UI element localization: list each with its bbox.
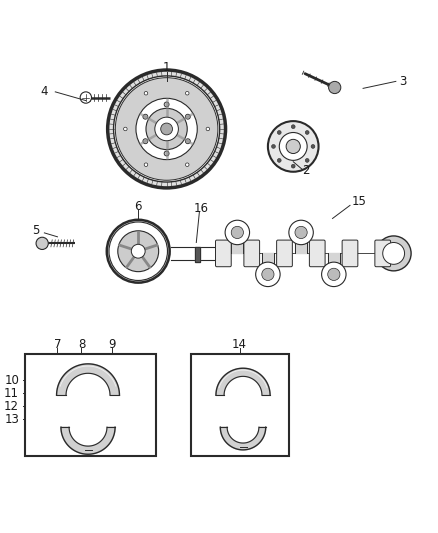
Circle shape: [277, 131, 281, 134]
Circle shape: [144, 163, 148, 166]
Circle shape: [80, 92, 92, 103]
Circle shape: [155, 117, 178, 141]
Text: 7: 7: [54, 338, 61, 351]
Circle shape: [289, 220, 313, 245]
Circle shape: [321, 262, 346, 287]
Circle shape: [107, 220, 170, 282]
Circle shape: [115, 78, 218, 180]
Circle shape: [144, 92, 148, 95]
Circle shape: [143, 139, 148, 144]
Text: 3: 3: [399, 75, 406, 88]
Circle shape: [305, 158, 309, 162]
Text: 11: 11: [4, 386, 19, 400]
FancyBboxPatch shape: [244, 240, 260, 266]
Circle shape: [286, 139, 300, 154]
Polygon shape: [57, 364, 120, 395]
Circle shape: [383, 243, 405, 264]
Circle shape: [225, 220, 250, 245]
Circle shape: [146, 108, 187, 150]
Circle shape: [291, 125, 295, 128]
Polygon shape: [61, 427, 115, 454]
Circle shape: [328, 82, 341, 94]
FancyBboxPatch shape: [277, 240, 292, 266]
Circle shape: [131, 244, 145, 258]
Circle shape: [185, 139, 191, 144]
Text: 5: 5: [32, 224, 39, 237]
Circle shape: [185, 92, 189, 95]
Text: 10: 10: [4, 374, 19, 386]
Polygon shape: [328, 253, 340, 274]
Polygon shape: [220, 427, 266, 450]
Circle shape: [164, 151, 169, 156]
Text: 12: 12: [4, 400, 19, 413]
Circle shape: [291, 164, 295, 168]
Circle shape: [185, 114, 191, 119]
Text: 9: 9: [108, 338, 116, 351]
FancyBboxPatch shape: [309, 240, 325, 266]
Text: 1: 1: [163, 61, 170, 74]
Polygon shape: [170, 247, 219, 260]
Circle shape: [36, 237, 48, 249]
Polygon shape: [216, 368, 270, 395]
Circle shape: [124, 127, 127, 131]
Circle shape: [262, 268, 274, 280]
Text: 15: 15: [351, 196, 366, 208]
FancyBboxPatch shape: [375, 240, 391, 266]
Circle shape: [161, 123, 173, 135]
Circle shape: [328, 268, 340, 280]
FancyBboxPatch shape: [342, 240, 358, 266]
Bar: [191, 354, 289, 456]
Circle shape: [268, 121, 318, 172]
Text: 16: 16: [194, 203, 209, 215]
Circle shape: [143, 114, 148, 119]
Text: 13: 13: [4, 413, 19, 426]
Circle shape: [305, 131, 309, 134]
Text: 4: 4: [41, 85, 48, 99]
FancyBboxPatch shape: [215, 240, 231, 266]
Text: 2: 2: [303, 164, 310, 177]
Text: 14: 14: [232, 338, 247, 351]
Polygon shape: [194, 247, 200, 262]
Circle shape: [272, 144, 276, 148]
Circle shape: [136, 98, 197, 159]
Bar: [25, 354, 155, 456]
Circle shape: [231, 227, 244, 239]
Text: 8: 8: [78, 338, 85, 351]
Circle shape: [164, 102, 169, 107]
Circle shape: [108, 70, 226, 188]
Polygon shape: [295, 232, 307, 253]
Circle shape: [311, 144, 315, 148]
Circle shape: [277, 158, 281, 162]
Circle shape: [295, 227, 307, 239]
Polygon shape: [231, 232, 244, 253]
Text: 6: 6: [134, 200, 142, 213]
Circle shape: [113, 76, 219, 182]
Circle shape: [256, 262, 280, 287]
Polygon shape: [262, 253, 274, 274]
Circle shape: [185, 163, 189, 166]
Circle shape: [109, 222, 167, 280]
Circle shape: [118, 231, 159, 272]
Circle shape: [206, 127, 210, 131]
Circle shape: [279, 133, 307, 160]
Circle shape: [376, 236, 411, 271]
